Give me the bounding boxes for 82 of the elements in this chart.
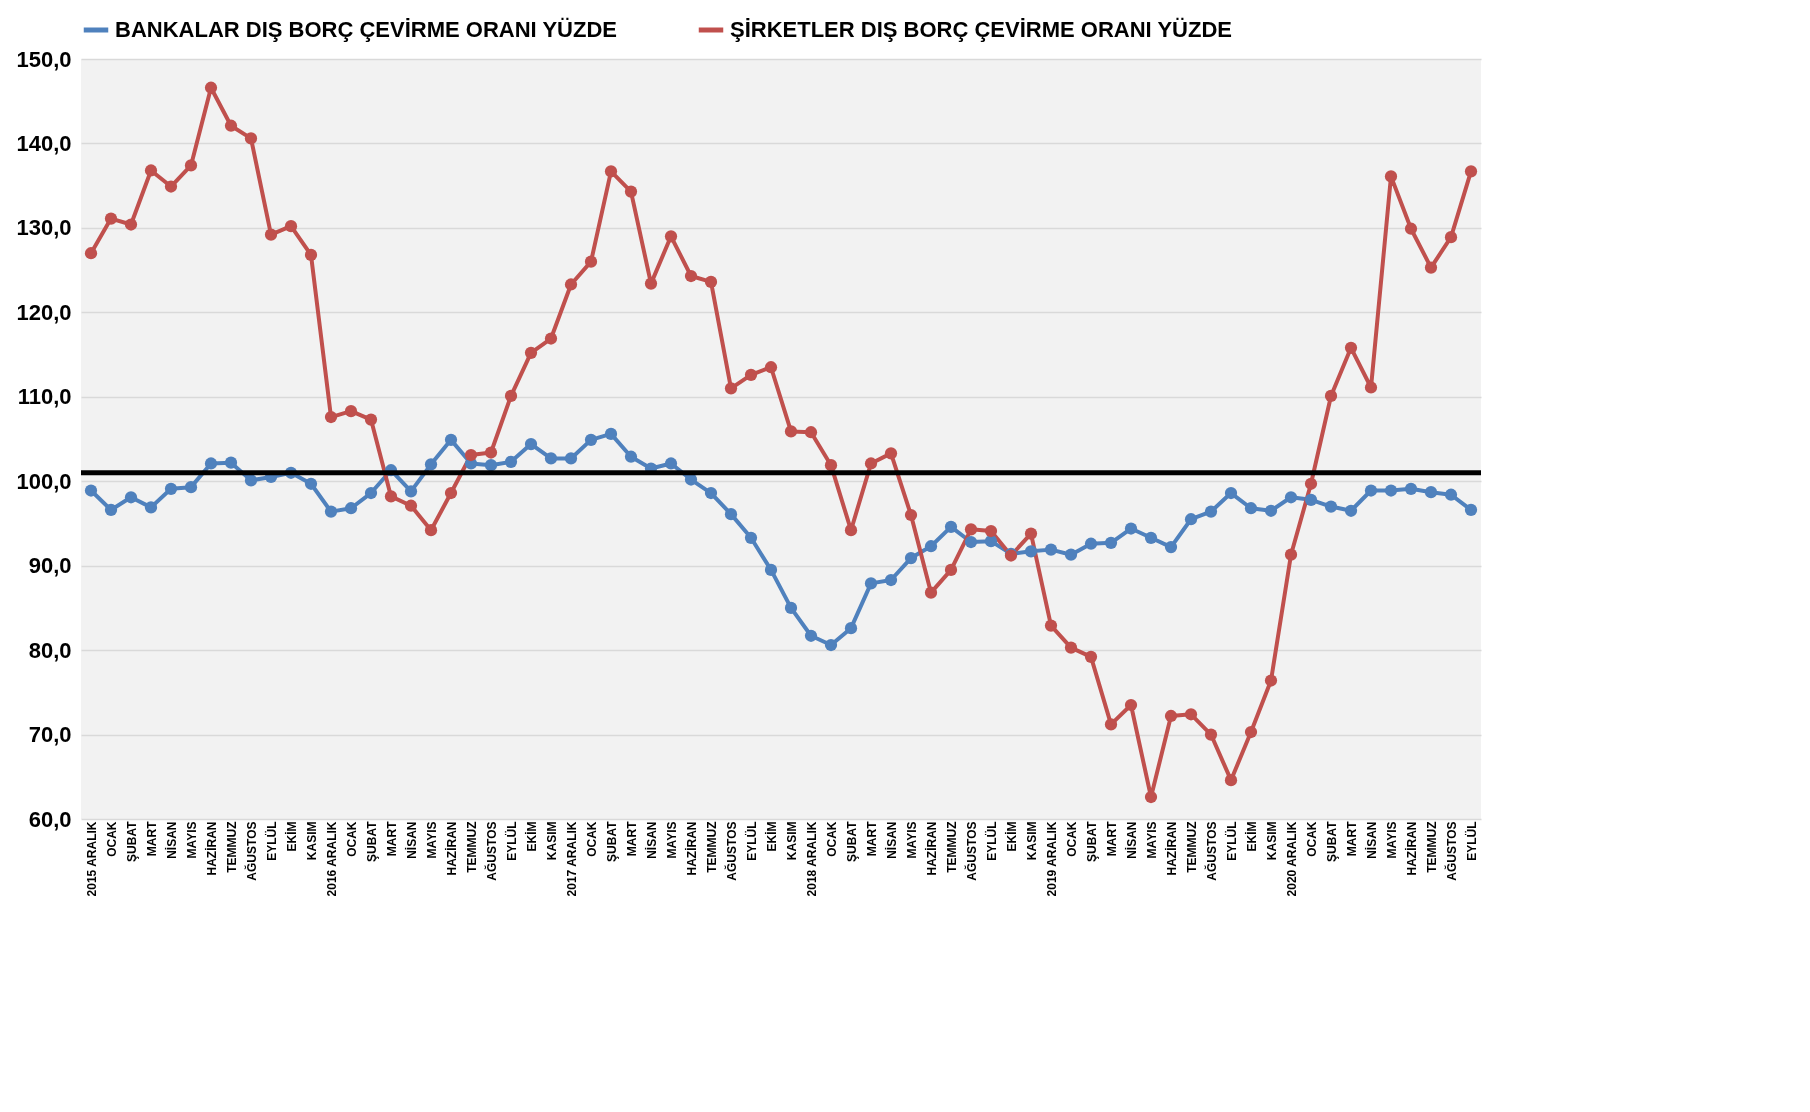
x-tick-label: EYLÜL <box>743 821 759 861</box>
x-tick-label: EKİM <box>763 821 779 852</box>
x-tick-label: TEMMUZ <box>464 821 479 873</box>
x-tick-label: MART <box>384 820 399 857</box>
x-tick-label: NİSAN <box>643 821 659 859</box>
x-tick-label: EYLÜL <box>983 821 999 861</box>
x-tick-label: EKİM <box>1003 821 1019 852</box>
x-tick-label: 2017 ARALIK <box>564 821 579 897</box>
x-tick-label: KASIM <box>304 821 319 861</box>
x-tick-label: AĞUSTOS <box>243 821 259 881</box>
x-tick-label: EYLÜL <box>263 821 279 861</box>
y-tick-label: 60,0 <box>28 806 72 832</box>
x-tick-label: ŞUBAT <box>844 820 859 862</box>
x-tick-label: MAYIS <box>664 821 679 859</box>
x-tick-label: NİSAN <box>883 821 899 859</box>
x-tick-label: ŞUBAT <box>124 820 139 862</box>
x-tick-label: HAZİRAN <box>1403 821 1419 876</box>
x-tick-label: MAYIS <box>904 821 919 859</box>
y-tick-label: 110,0 <box>17 384 72 410</box>
x-tick-label: OCAK <box>344 821 359 857</box>
x-tick-label: HAZİRAN <box>443 821 459 876</box>
x-tick-label: MART <box>1104 820 1119 857</box>
x-tick-label: ŞUBAT <box>1084 820 1099 862</box>
x-tick-label: MAYIS <box>424 821 439 859</box>
x-tick-label: NİSAN <box>1123 821 1139 859</box>
x-tick-label: ŞUBAT <box>364 820 379 862</box>
x-tick-label: TEMMUZ <box>224 821 239 873</box>
x-tick-label: TEMMUZ <box>704 821 719 873</box>
x-tick-label: 2016 ARALIK <box>324 821 339 897</box>
y-tick-label: 150,0 <box>16 46 72 72</box>
x-tick-label: OCAK <box>584 821 599 857</box>
y-tick-label: 80,0 <box>28 637 72 663</box>
x-tick-label: ŞUBAT <box>604 820 619 862</box>
x-tick-label: AĞUSTOS <box>1203 821 1219 881</box>
legend-label: ŞİRKETLER DIŞ BORÇ ÇEVİRME ORANI YÜZDE <box>730 17 1232 42</box>
x-tick-label: 2015 ARALIK <box>84 821 99 897</box>
x-tick-label: OCAK <box>1064 821 1079 857</box>
y-tick-label: 130,0 <box>16 215 72 241</box>
x-tick-label: MART <box>624 820 639 857</box>
x-tick-label: EKİM <box>1243 821 1259 852</box>
y-tick-label: 120,0 <box>16 299 72 325</box>
x-tick-label: 2018 ARALIK <box>804 821 819 897</box>
x-tick-label: TEMMUZ <box>1184 821 1199 873</box>
y-tick-label: 100,0 <box>16 468 72 494</box>
x-tick-label: TEMMUZ <box>1424 821 1439 873</box>
x-tick-label: NİSAN <box>403 821 419 859</box>
x-tick-label: EYLÜL <box>503 821 519 861</box>
y-tick-label: 140,0 <box>16 130 72 156</box>
x-tick-label: MART <box>144 820 159 857</box>
x-tick-label: OCAK <box>824 821 839 857</box>
y-tick-label: 90,0 <box>28 553 72 579</box>
x-tick-label: HAZİRAN <box>683 821 699 876</box>
x-tick-label: AĞUSTOS <box>1443 821 1459 881</box>
x-tick-label: AĞUSTOS <box>963 821 979 881</box>
x-tick-label: EKİM <box>283 821 299 852</box>
x-tick-label: MART <box>864 820 879 857</box>
x-tick-label: OCAK <box>1304 821 1319 857</box>
x-tick-label: HAZİRAN <box>203 821 219 876</box>
y-tick-label: 70,0 <box>28 722 72 748</box>
x-tick-label: 2020 ARALIK <box>1284 821 1299 897</box>
x-tick-label: AĞUSTOS <box>483 821 499 881</box>
legend-label: BANKALAR DIŞ BORÇ ÇEVİRME ORANI YÜZDE <box>115 17 617 42</box>
x-tick-label: KASIM <box>784 821 799 861</box>
x-tick-label: EYLÜL <box>1223 821 1239 861</box>
x-tick-label: OCAK <box>104 821 119 857</box>
x-tick-label: MAYIS <box>184 821 199 859</box>
x-tick-label: EKİM <box>523 821 539 852</box>
x-tick-label: KASIM <box>544 821 559 861</box>
x-tick-label: NİSAN <box>163 821 179 859</box>
x-tick-label: 2019 ARALIK <box>1044 821 1059 897</box>
x-tick-label: ŞUBAT <box>1324 820 1339 862</box>
x-tick-label: HAZİRAN <box>1163 821 1179 876</box>
x-tick-label: NİSAN <box>1363 821 1379 859</box>
x-tick-label: MART <box>1344 820 1359 857</box>
x-tick-label: MAYIS <box>1384 821 1399 859</box>
x-tick-label: TEMMUZ <box>944 821 959 873</box>
x-tick-label: KASIM <box>1024 821 1039 861</box>
x-tick-label: KASIM <box>1264 821 1279 861</box>
x-tick-label: HAZİRAN <box>923 821 939 876</box>
x-tick-label: AĞUSTOS <box>723 821 739 881</box>
x-tick-label: EYLÜL <box>1463 821 1479 861</box>
x-tick-label: MAYIS <box>1144 821 1159 859</box>
